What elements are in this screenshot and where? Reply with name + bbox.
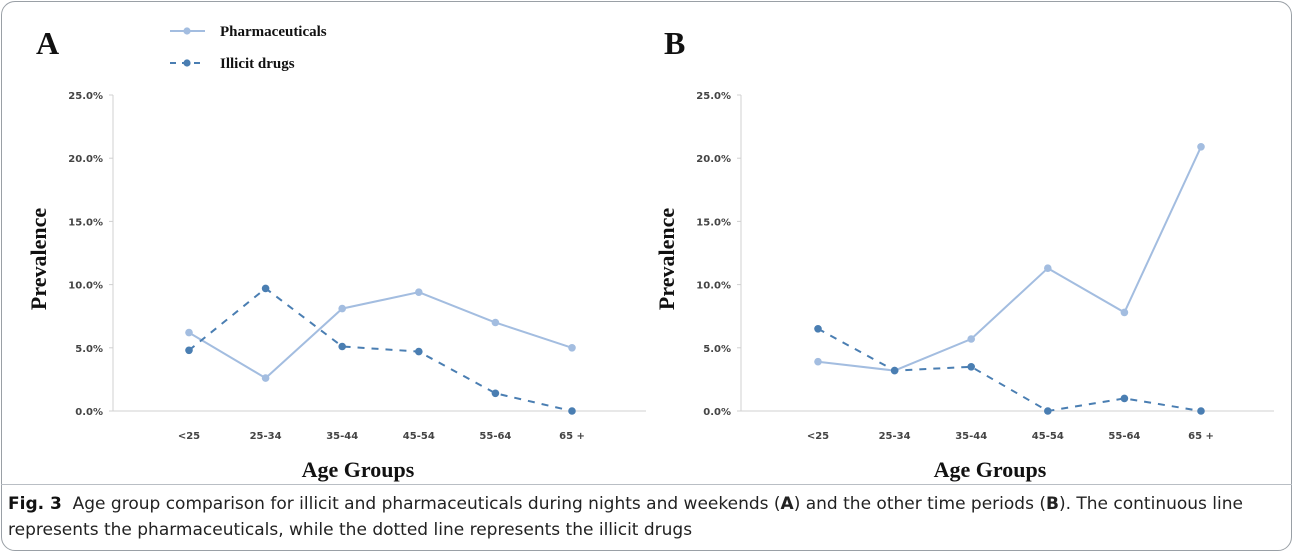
legend-item-pharmaceuticals: Pharmaceuticals bbox=[170, 24, 327, 40]
data-point-illicit bbox=[338, 342, 347, 351]
data-point-illicit bbox=[568, 407, 576, 415]
legend-label-pharmaceuticals: Pharmaceuticals bbox=[220, 24, 327, 40]
caption-text-3: ). The continuous line represents the ph… bbox=[8, 494, 1243, 540]
caption-panel-a: A bbox=[780, 494, 794, 514]
data-point-illicit bbox=[1120, 394, 1129, 403]
data-point-pharmaceuticals bbox=[1197, 143, 1205, 151]
data-point-illicit bbox=[415, 347, 423, 356]
y-tick-label: 15.0% bbox=[68, 217, 103, 228]
x-tick-label: 35-44 bbox=[326, 431, 358, 442]
y-tick-label: 0.0% bbox=[75, 407, 103, 418]
x-tick-label: 25-34 bbox=[250, 431, 282, 442]
series-line-pharmaceuticals bbox=[817, 146, 1202, 372]
data-point-pharmaceuticals bbox=[568, 344, 576, 352]
chart-panel-b: B 0.0% 5.0% 10.0% 15.0% 20.0% 25.0% <25 25-34 35-… bbox=[654, 25, 1274, 482]
caption-text-2: ) and the other time periods ( bbox=[793, 494, 1046, 514]
caption-panel-b: B bbox=[1045, 494, 1059, 514]
data-point-pharmaceuticals bbox=[1044, 264, 1052, 273]
data-point-pharmaceuticals bbox=[185, 328, 193, 337]
y-tick-label: 20.0% bbox=[68, 154, 103, 165]
x-tick-label: 55-64 bbox=[479, 431, 511, 442]
data-point-pharmaceuticals bbox=[261, 374, 270, 382]
caption-divider bbox=[1, 484, 1292, 485]
y-tick-label: 10.0% bbox=[68, 281, 103, 292]
series-line-illicit bbox=[817, 327, 1202, 413]
x-tick-label: <25 bbox=[178, 431, 200, 442]
y-axis-title: Prevalence bbox=[654, 208, 679, 310]
caption-text-1: Age group comparison for illicit and pha… bbox=[72, 494, 781, 514]
legend: Pharmaceuticals Illicit drugs bbox=[170, 24, 327, 72]
data-point-illicit bbox=[1044, 407, 1052, 415]
series-line-pharmaceuticals bbox=[188, 291, 573, 380]
x-tick-label: 45-54 bbox=[403, 431, 435, 442]
y-tick-label: 5.0% bbox=[75, 344, 103, 355]
data-point-pharmaceuticals bbox=[814, 357, 822, 366]
data-point-pharmaceuticals bbox=[491, 318, 500, 327]
legend-item-illicit: Illicit drugs bbox=[170, 56, 295, 72]
data-point-illicit bbox=[967, 363, 975, 371]
y-axis-title: Prevalence bbox=[26, 208, 51, 310]
figure-caption: Fig. 3 Age group comparison for illicit … bbox=[8, 491, 1283, 543]
figure-chart: Pharmaceuticals Illicit drugs A 0.0% 5.0% 1… bbox=[26, 24, 1274, 482]
data-point-illicit bbox=[890, 366, 899, 375]
data-point-illicit bbox=[491, 389, 500, 398]
panel-label: B bbox=[664, 25, 685, 61]
y-tick-label: 10.0% bbox=[696, 281, 731, 292]
series-line-illicit bbox=[188, 287, 573, 412]
x-tick-label: 65 + bbox=[559, 431, 585, 442]
data-point-illicit bbox=[261, 284, 270, 293]
x-axis-title: Age Groups bbox=[302, 457, 415, 482]
x-tick-label: 35-44 bbox=[955, 431, 987, 442]
x-tick-label: 65 + bbox=[1188, 431, 1214, 442]
caption-figure-label: Fig. 3 bbox=[8, 494, 62, 514]
x-axis-title: Age Groups bbox=[934, 457, 1047, 482]
data-point-illicit bbox=[1197, 407, 1205, 415]
panel-label: A bbox=[36, 25, 59, 61]
y-tick-label: 25.0% bbox=[696, 91, 731, 102]
data-point-illicit bbox=[185, 346, 193, 355]
data-point-illicit bbox=[814, 325, 822, 333]
y-tick-label: 25.0% bbox=[68, 91, 103, 102]
y-tick-label: 0.0% bbox=[703, 407, 731, 418]
y-tick-label: 15.0% bbox=[696, 217, 731, 228]
x-tick-label: <25 bbox=[807, 431, 829, 442]
x-tick-label: 25-34 bbox=[879, 431, 911, 442]
data-point-pharmaceuticals bbox=[967, 335, 975, 343]
legend-label-illicit: Illicit drugs bbox=[220, 56, 295, 72]
data-point-pharmaceuticals bbox=[415, 288, 423, 297]
data-point-pharmaceuticals bbox=[338, 304, 347, 313]
y-tick-label: 5.0% bbox=[703, 344, 731, 355]
x-tick-label: 55-64 bbox=[1108, 431, 1140, 442]
chart-panel-a: A 0.0% 5.0% 10.0% 15.0% 20.0% 25.0% <25 25-34 35-… bbox=[26, 25, 646, 482]
y-tick-label: 20.0% bbox=[696, 154, 731, 165]
data-point-pharmaceuticals bbox=[1120, 308, 1129, 317]
x-tick-label: 45-54 bbox=[1032, 431, 1064, 442]
